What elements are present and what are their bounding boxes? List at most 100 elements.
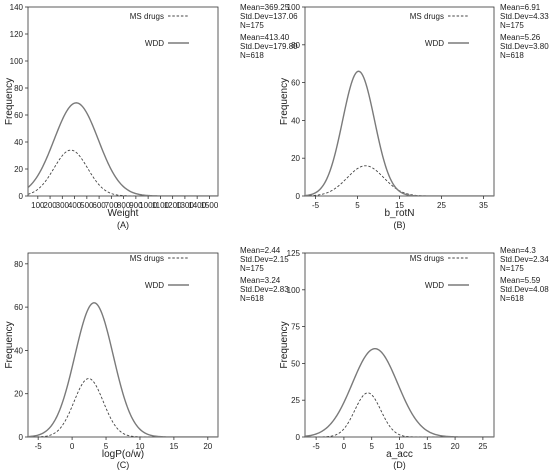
plot-frame	[305, 253, 494, 437]
y-axis-label: Frequency	[279, 321, 290, 368]
stats-text-ms-drugs: Mean=6.91	[500, 3, 541, 12]
series-line-ms-drugs	[28, 150, 218, 196]
stats-text-wdd: N=618	[500, 51, 524, 60]
chart-panel-a: 0204060801001201401002003004005006007008…	[4, 3, 298, 230]
legend-label-ms-drugs: MS drugs	[130, 254, 164, 263]
chart-panel-b: 020406080100-5 5 15 25 35b_rotNFrequency(B)M…	[279, 3, 549, 230]
stats-text-wdd: Mean=413.40	[240, 33, 290, 42]
y-tick-label: 0	[19, 433, 24, 442]
x-tick-label: 15	[169, 442, 178, 451]
legend-label-ms-drugs: MS drugs	[130, 12, 164, 21]
legend-label-wdd: WDD	[145, 39, 164, 48]
x-tick-label: -5	[313, 442, 321, 451]
chart-panel-c: 0 20 40 60 80 -5 0 5 10 15 20 logP(o/w) Frequency (C)…	[4, 246, 289, 470]
y-tick-label: 40	[14, 346, 23, 355]
stats-text-ms-drugs: N=175	[240, 264, 264, 273]
x-tick-label: 5	[369, 442, 374, 451]
x-tick-label: 0	[70, 442, 75, 451]
x-tick-label: 25	[437, 201, 446, 210]
plot-frame	[28, 7, 218, 196]
x-tick-label: 25	[478, 442, 487, 451]
y-tick-label: 80	[14, 260, 23, 269]
stats-text-ms-drugs: N=175	[240, 21, 264, 30]
y-axis-label: Frequency	[4, 321, 15, 368]
stats-text-wdd: N=618	[500, 294, 524, 303]
panel-label: (D)	[393, 460, 406, 470]
y-axis-label: Frequency	[279, 78, 290, 125]
legend-label-ms-drugs: MS drugs	[410, 12, 444, 21]
y-tick-label: 60	[14, 303, 23, 312]
series-line-wdd	[28, 103, 218, 196]
stats-text-ms-drugs: N=175	[500, 264, 524, 273]
x-tick-label: 0	[342, 442, 347, 451]
stats-text-wdd: N=618	[240, 51, 264, 60]
y-tick-label: 60	[14, 111, 23, 120]
y-tick-label: 40	[14, 138, 23, 147]
x-tick-label: 5	[355, 201, 360, 210]
x-axis-label: logP(o/w)	[102, 449, 144, 460]
y-tick-label: 100	[287, 286, 301, 295]
x-axis-label: b_rotN	[384, 208, 414, 219]
x-tick-label: 1500	[201, 201, 219, 210]
stats-text-wdd: Mean=3.24	[240, 276, 281, 285]
y-tick-label: 75	[291, 323, 300, 332]
y-tick-label: 100	[287, 3, 301, 12]
legend-label-wdd: WDD	[145, 281, 164, 290]
y-tick-label: 25	[291, 396, 300, 405]
legend-label-wdd: WDD	[425, 281, 444, 290]
stats-text-wdd: Std.Dev=4.08	[500, 285, 549, 294]
y-tick-label: 20	[14, 165, 23, 174]
y-tick-label: 140	[10, 3, 24, 12]
x-tick-label: 20	[203, 442, 212, 451]
x-tick-label: 15	[423, 442, 432, 451]
stats-text-ms-drugs: Std.Dev=137.06	[240, 12, 298, 21]
panel-label: (A)	[117, 220, 129, 230]
series-line-ms-drugs	[28, 379, 218, 437]
x-tick-label: -5	[312, 201, 320, 210]
stats-text-wdd: Std.Dev=3.80	[500, 42, 549, 51]
x-tick-label: -5	[35, 442, 43, 451]
legend-label-wdd: WDD	[425, 39, 444, 48]
stats-text-ms-drugs: N=175	[500, 21, 524, 30]
y-tick-label: 60	[291, 79, 300, 88]
y-tick-label: 0	[296, 192, 301, 201]
plot-frame	[28, 253, 218, 437]
y-tick-label: 0	[19, 192, 24, 201]
y-tick-label: 80	[14, 84, 23, 93]
chart-panel-d: 0255075100125-5 0 5 10 15 20 25a_accFrequency(…	[279, 246, 549, 470]
plot-frame	[305, 7, 494, 196]
stats-text-ms-drugs: Mean=4.3	[500, 246, 536, 255]
y-tick-label: 0	[296, 433, 301, 442]
series-line-wdd	[28, 303, 218, 437]
panel-label: (C)	[117, 460, 130, 470]
stats-text-wdd: Mean=5.26	[500, 33, 541, 42]
series-line-wdd	[305, 71, 494, 196]
stats-text-ms-drugs: Std.Dev=4.33	[500, 12, 549, 21]
stats-text-wdd: Std.Dev=179.80	[240, 42, 298, 51]
y-tick-label: 40	[291, 116, 300, 125]
y-tick-label: 50	[291, 359, 300, 368]
y-tick-label: 20	[291, 154, 300, 163]
stats-text-wdd: N=618	[240, 294, 264, 303]
y-axis-label: Frequency	[4, 78, 15, 125]
stats-text-ms-drugs: Mean=369.25	[240, 3, 290, 12]
x-axis-label: Weight	[108, 208, 139, 219]
stats-text-wdd: Mean=5.59	[500, 276, 541, 285]
legend-label-ms-drugs: MS drugs	[410, 254, 444, 263]
y-tick-label: 20	[14, 390, 23, 399]
y-tick-label: 80	[291, 41, 300, 50]
series-line-wdd	[305, 349, 494, 437]
stats-text-ms-drugs: Mean=2.44	[240, 246, 281, 255]
y-tick-label: 125	[287, 249, 301, 258]
stats-text-ms-drugs: Std.Dev=2.15	[240, 255, 289, 264]
stats-text-ms-drugs: Std.Dev=2.34	[500, 255, 549, 264]
series-line-ms-drugs	[305, 393, 494, 437]
stats-text-wdd: Std.Dev=2.83	[240, 285, 289, 294]
x-tick-label: 35	[479, 201, 488, 210]
x-tick-label: 20	[451, 442, 460, 451]
x-axis-label: a_acc	[386, 449, 413, 460]
panel-label: (B)	[394, 220, 406, 230]
y-tick-label: 120	[10, 30, 24, 39]
y-tick-label: 100	[10, 57, 24, 66]
